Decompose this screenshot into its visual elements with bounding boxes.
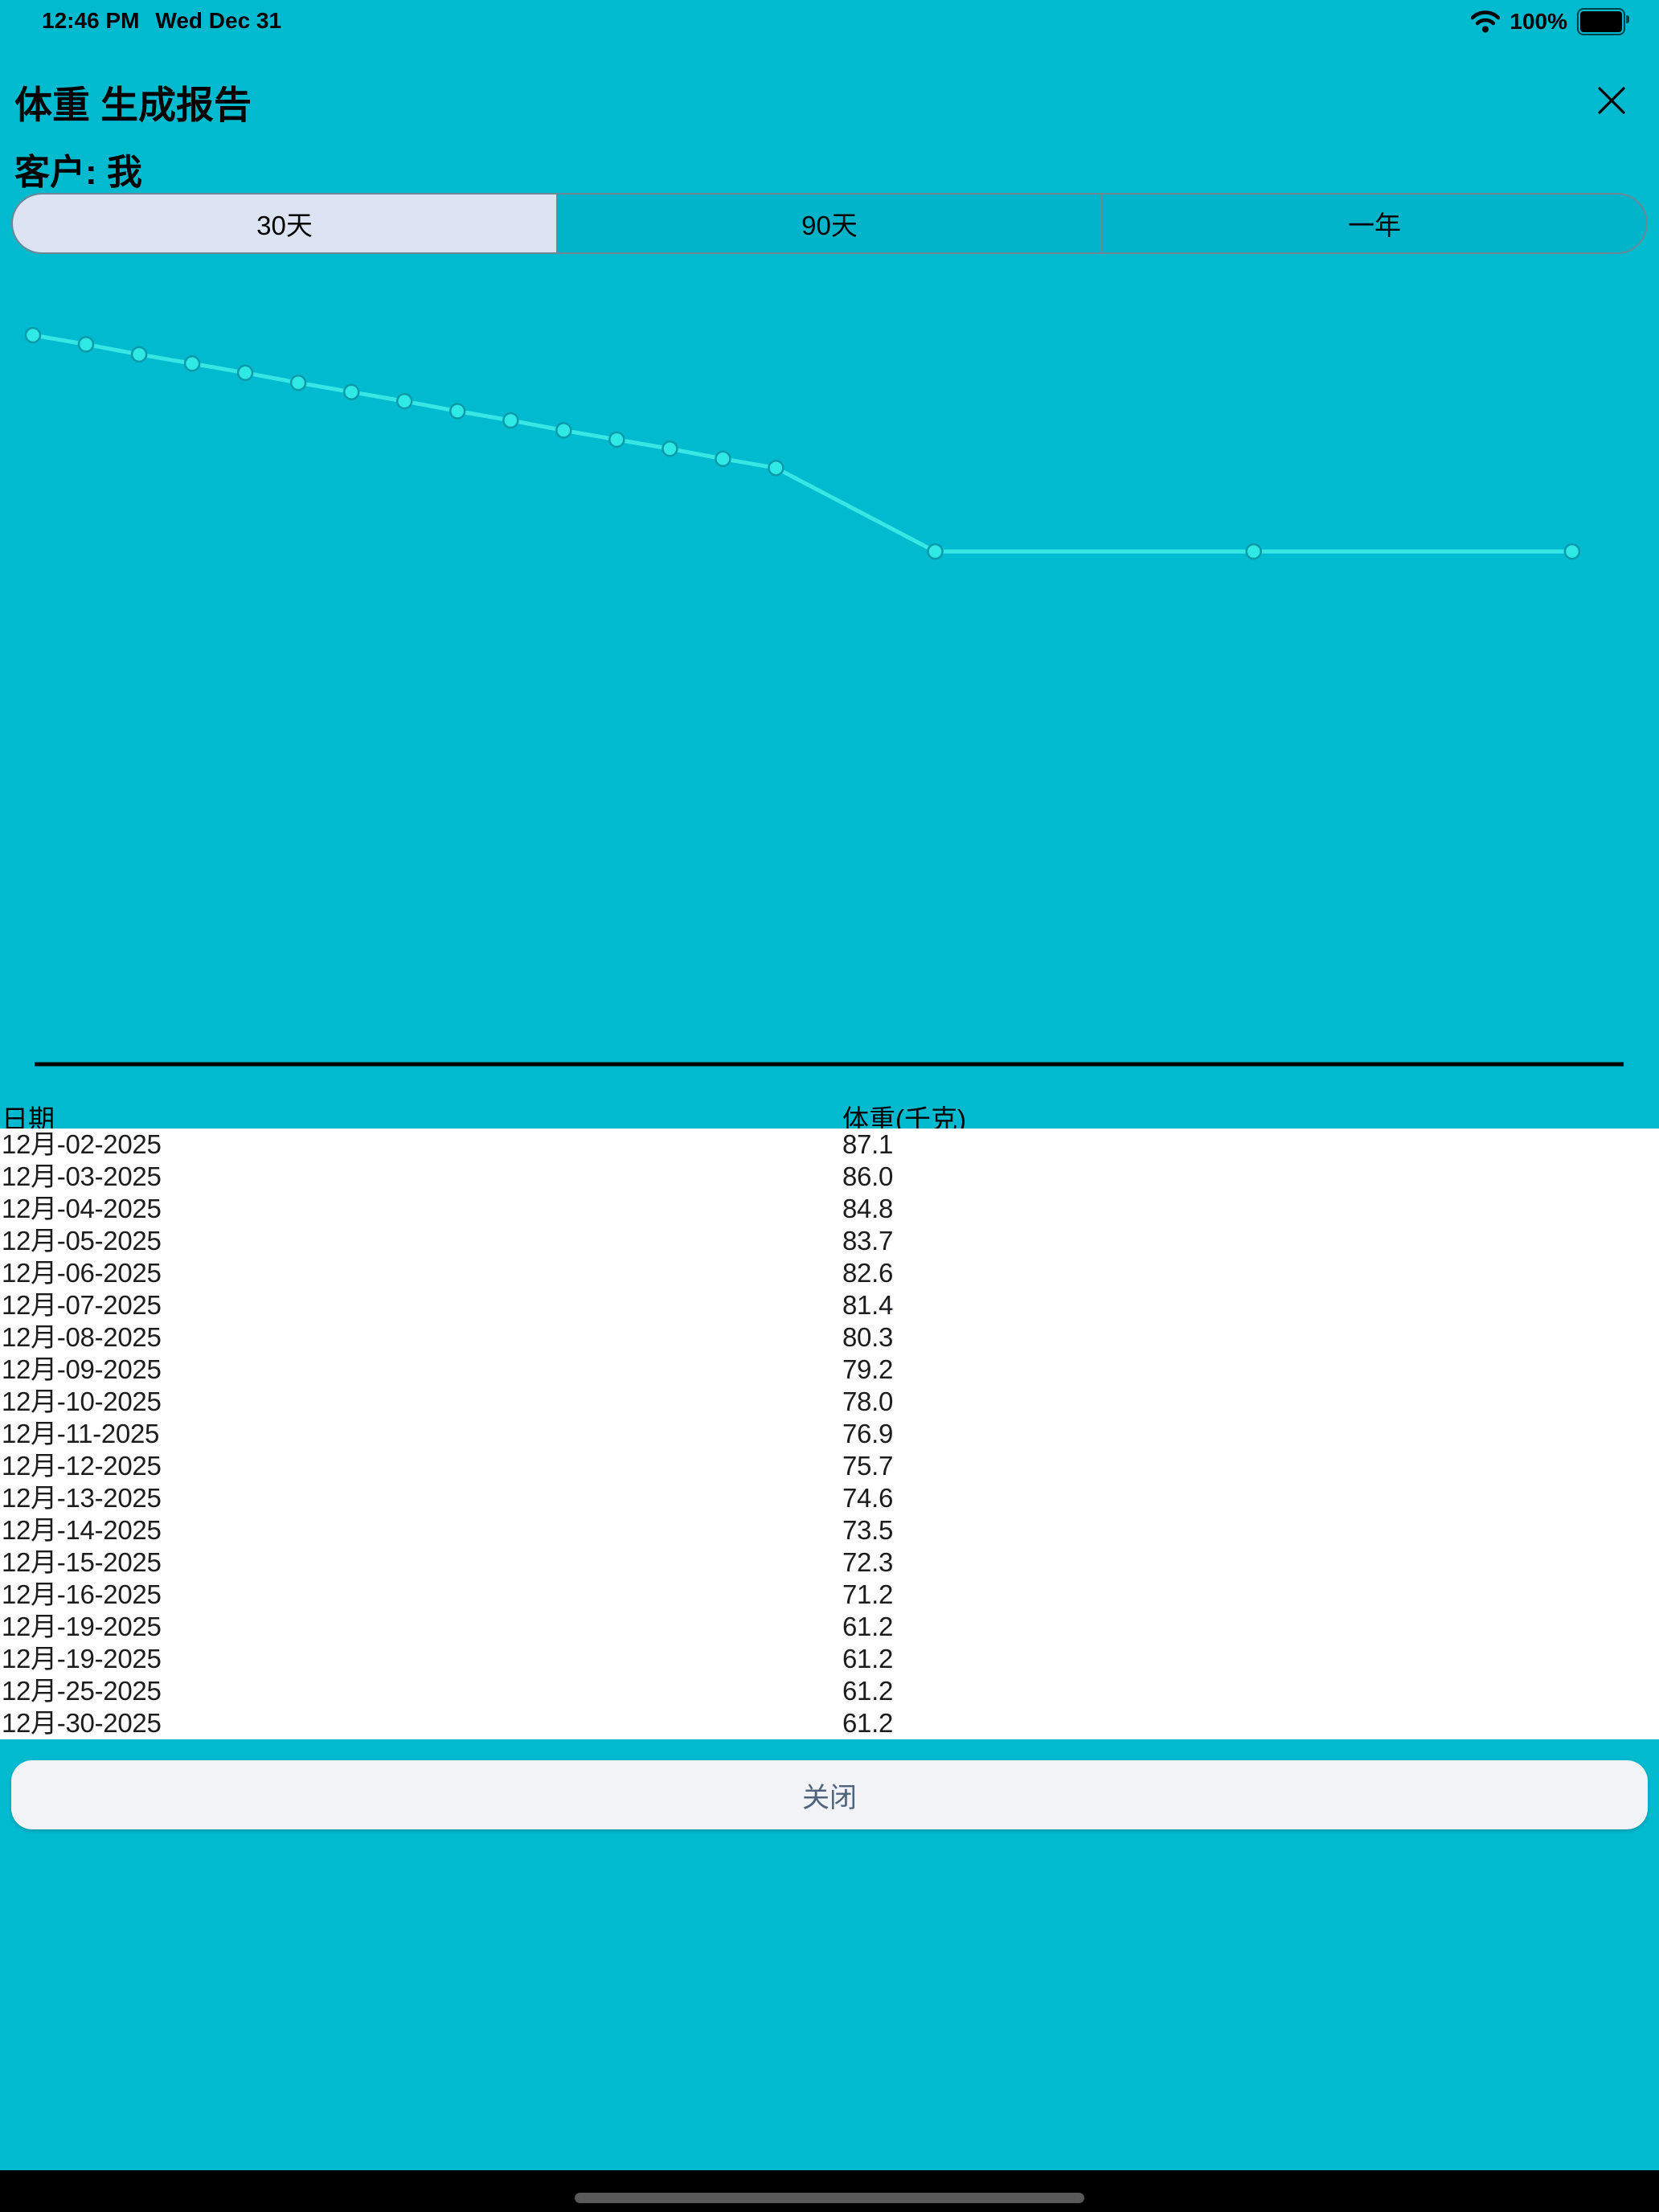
chart-data-point (502, 412, 519, 429)
date-cell: 12月-11-2025 (2, 1419, 160, 1448)
chart-data-point (183, 355, 201, 372)
close-icon[interactable] (1595, 84, 1628, 117)
weight-cell: 74.6 (842, 1483, 894, 1513)
home-indicator[interactable] (575, 2193, 1084, 2203)
chart-data-point (768, 459, 784, 477)
weight-cell: 82.6 (842, 1258, 894, 1288)
weight-cell: 87.1 (842, 1129, 894, 1159)
table-row: 12月-03-2025 86.0 (0, 1161, 1659, 1193)
wifi-icon (1471, 10, 1501, 33)
weight-cell: 80.3 (842, 1322, 894, 1352)
status-bar-right: 100% (1471, 8, 1629, 35)
client-label: 客户: 我 (14, 153, 142, 192)
table-row: 12月-30-2025 61.2 (0, 1707, 1659, 1739)
table-row: 12月-13-2025 74.6 (0, 1482, 1659, 1514)
weight-table[interactable]: 12月-02-2025 87.1 12月-03-2025 86.0 12月-04-202… (0, 1129, 1659, 1739)
range-tab-30d[interactable]: 30天 (13, 195, 556, 252)
battery-percent: 100% (1509, 9, 1567, 34)
date-cell: 12月-16-2025 (2, 1579, 162, 1609)
chart-data-point (449, 403, 466, 420)
table-header: 日期 体重(千克) (0, 1098, 1659, 1134)
date-cell: 12月-03-2025 (2, 1161, 162, 1191)
table-row: 12月-15-2025 72.3 (0, 1546, 1659, 1579)
weight-cell: 71.2 (842, 1579, 894, 1609)
table-row: 12月-16-2025 71.2 (0, 1579, 1659, 1611)
weight-cell: 61.2 (842, 1676, 894, 1706)
battery-icon (1577, 8, 1629, 35)
date-cell: 12月-19-2025 (2, 1612, 162, 1641)
chart-data-point (77, 336, 95, 353)
date-cell: 12月-19-2025 (2, 1644, 162, 1673)
bottom-bezel (0, 2170, 1659, 2212)
chart-data-point (555, 422, 572, 439)
table-row: 12月-12-2025 75.7 (0, 1450, 1659, 1482)
table-row: 12月-09-2025 79.2 (0, 1354, 1659, 1386)
date-cell: 12月-06-2025 (2, 1258, 162, 1288)
chart-data-point (24, 326, 42, 344)
date-cell: 12月-14-2025 (2, 1515, 162, 1545)
chart-data-point (1563, 543, 1581, 560)
table-row: 12月-19-2025 61.2 (0, 1611, 1659, 1643)
chart-data-point (236, 364, 254, 382)
date-cell: 12月-15-2025 (2, 1547, 162, 1577)
weight-cell: 61.2 (842, 1644, 894, 1673)
chart-line (31, 333, 1575, 554)
chart-data-point (927, 543, 944, 560)
weight-cell: 61.2 (842, 1708, 894, 1738)
chart-data-point (608, 431, 625, 449)
weight-cell: 79.2 (842, 1354, 894, 1384)
table-row: 12月-07-2025 81.4 (0, 1289, 1659, 1321)
date-cell: 12月-02-2025 (2, 1129, 162, 1159)
weight-cell: 81.4 (842, 1290, 894, 1320)
table-row: 12月-11-2025 76.9 (0, 1418, 1659, 1450)
date-cell: 12月-05-2025 (2, 1226, 162, 1256)
chart-data-point (1245, 543, 1262, 560)
weight-cell: 61.2 (842, 1612, 894, 1641)
date-cell: 12月-10-2025 (2, 1387, 162, 1416)
table-row: 12月-02-2025 87.1 (0, 1129, 1659, 1161)
weight-cell: 76.9 (842, 1419, 894, 1448)
weight-cell: 78.0 (842, 1387, 894, 1416)
date-cell: 12月-12-2025 (2, 1451, 162, 1481)
table-row: 12月-14-2025 73.5 (0, 1514, 1659, 1546)
weight-cell: 73.5 (842, 1515, 894, 1545)
date-cell: 12月-09-2025 (2, 1354, 162, 1384)
close-button[interactable]: 关闭 (11, 1760, 1648, 1829)
weight-cell: 75.7 (842, 1451, 894, 1481)
date-cell: 12月-13-2025 (2, 1483, 162, 1513)
range-tab-1y[interactable]: 一年 (1101, 195, 1646, 252)
chart-data-point (395, 392, 413, 410)
chart-data-point (715, 450, 731, 468)
weight-cell: 84.8 (842, 1194, 894, 1223)
table-row: 12月-10-2025 78.0 (0, 1386, 1659, 1418)
status-date: Wed Dec 31 (155, 8, 282, 33)
date-cell: 12月-25-2025 (2, 1676, 162, 1706)
date-cell: 12月-08-2025 (2, 1322, 162, 1352)
chart-data-point (289, 374, 307, 391)
table-row: 12月-06-2025 82.6 (0, 1257, 1659, 1289)
date-cell: 12月-04-2025 (2, 1194, 162, 1223)
weight-cell: 86.0 (842, 1161, 894, 1191)
weight-cell: 83.7 (842, 1226, 894, 1256)
date-cell: 12月-07-2025 (2, 1290, 162, 1320)
date-cell: 12月-30-2025 (2, 1708, 162, 1738)
page-title: 体重 生成报告 (14, 84, 252, 126)
chart-data-point (342, 383, 360, 400)
table-row: 12月-25-2025 61.2 (0, 1675, 1659, 1707)
chart-data-point (662, 440, 678, 457)
range-segmented-control: 30天 90天 一年 (11, 193, 1648, 254)
chart-data-point (130, 346, 148, 363)
range-tab-90d[interactable]: 90天 (556, 195, 1101, 252)
chart-data-point (927, 543, 944, 560)
table-row: 12月-04-2025 84.8 (0, 1193, 1659, 1225)
table-row: 12月-19-2025 61.2 (0, 1643, 1659, 1675)
weight-cell: 72.3 (842, 1547, 894, 1577)
status-bar-left: 12:46 PM Wed Dec 31 (42, 8, 281, 34)
status-time: 12:46 PM (42, 8, 140, 33)
table-row: 12月-08-2025 80.3 (0, 1321, 1659, 1354)
table-row: 12月-05-2025 83.7 (0, 1225, 1659, 1257)
